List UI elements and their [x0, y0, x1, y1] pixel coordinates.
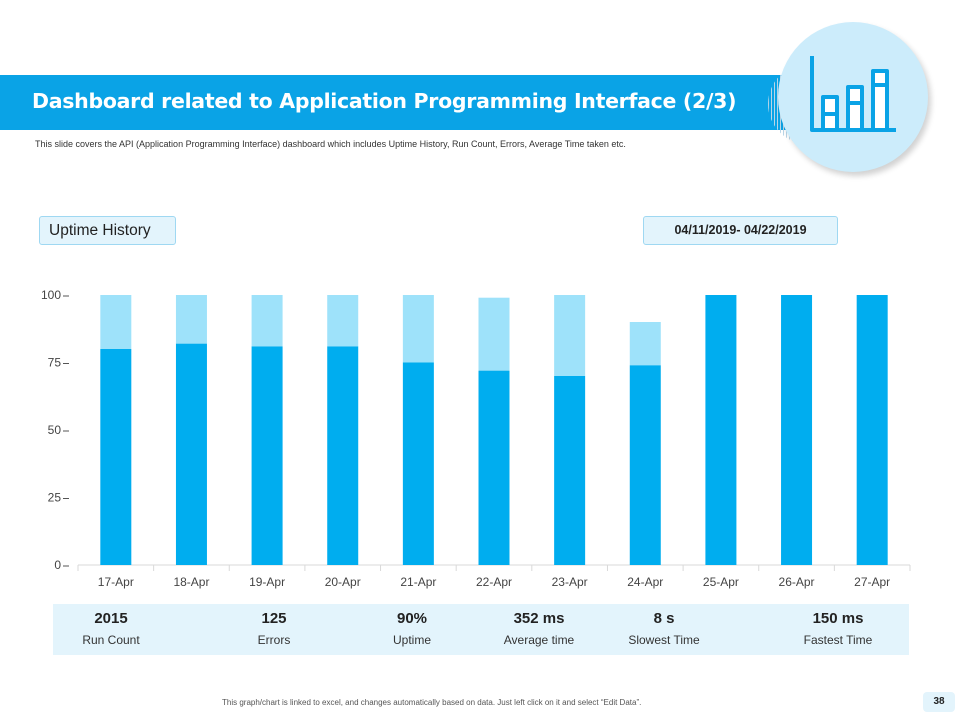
bar-series-1-20-Apr [327, 346, 359, 565]
stat-slowest-time: 8 s Slowest Time [594, 604, 734, 647]
page-title: Dashboard related to Application Program… [32, 89, 737, 113]
x-tick-label: 18-Apr [173, 575, 209, 589]
bar-series-1-23-Apr [554, 376, 586, 565]
bar-series-2-17-Apr [100, 295, 132, 349]
y-tick-label: 0 [54, 558, 61, 572]
page-subtitle: This slide covers the API (Application P… [35, 139, 626, 149]
x-tick-label: 20-Apr [325, 575, 361, 589]
stat-value: 352 ms [513, 610, 565, 627]
x-tick-label: 22-Apr [476, 575, 512, 589]
bar-series-1-17-Apr [100, 349, 132, 565]
bar-series-2-23-Apr [554, 295, 586, 376]
bar-series-2-19-Apr [251, 295, 283, 347]
bar-series-1-19-Apr [251, 346, 283, 565]
stats-strip: 2015 Run Count 125 Errors 90% Uptime 352… [53, 604, 909, 655]
stat-label: Run Count [82, 633, 140, 647]
bar-series-1-24-Apr [629, 365, 661, 565]
y-tick-label: 75 [48, 356, 62, 370]
bar-series-1-26-Apr [781, 295, 813, 565]
bar-series-2-18-Apr [175, 295, 207, 344]
bar-chart-icon [810, 56, 896, 132]
stat-value: 8 s [653, 610, 675, 627]
stat-label: Fastest Time [803, 633, 873, 647]
page-number: 38 [923, 692, 955, 712]
bar-series-2-20-Apr [327, 295, 359, 347]
bar-series-2-21-Apr [402, 295, 434, 363]
bar-series-1-18-Apr [175, 343, 207, 565]
bar-series-1-27-Apr [856, 295, 888, 565]
x-tick-label: 17-Apr [98, 575, 134, 589]
stat-label: Average time [503, 633, 575, 647]
x-tick-label: 23-Apr [552, 575, 588, 589]
bar-series-1-22-Apr [478, 370, 510, 565]
stat-label: Errors [257, 633, 291, 647]
footer-note: This graph/chart is linked to excel, and… [222, 698, 642, 707]
y-tick-label: 25 [48, 491, 62, 505]
stat-run-count: 2015 Run Count [41, 604, 181, 647]
uptime-bar-chart: 0 25 50 75 100 17-Apr 18-Apr 19-Apr 20-Apr 21-Apr… [41, 288, 911, 589]
title-bar [0, 75, 800, 130]
x-tick-label: 24-Apr [627, 575, 663, 589]
stat-label: Uptime [392, 633, 431, 647]
stat-value: 150 ms [812, 610, 864, 627]
bar-series-2-24-Apr [629, 322, 661, 366]
bar-series-1-25-Apr [705, 295, 737, 565]
x-tick-label: 27-Apr [854, 575, 890, 589]
bar-series-1-21-Apr [402, 362, 434, 565]
date-range-badge: 04/11/2019- 04/22/2019 [643, 216, 838, 245]
stat-value: 90% [396, 610, 428, 627]
stat-value: 2015 [94, 610, 128, 627]
stat-average-time: 352 ms Average time [469, 604, 609, 647]
x-tick-label: 25-Apr [703, 575, 739, 589]
stat-label: Slowest Time [628, 633, 700, 647]
stat-fastest-time: 150 ms Fastest Time [768, 604, 908, 647]
x-tick-label: 19-Apr [249, 575, 285, 589]
bar-series-2-22-Apr [478, 297, 510, 371]
x-tick-label: 26-Apr [779, 575, 815, 589]
y-tick-label: 100 [41, 288, 61, 302]
y-tick-label: 50 [48, 423, 62, 437]
stat-value: 125 [261, 610, 287, 627]
x-tick-label: 21-Apr [400, 575, 436, 589]
stat-errors: 125 Errors [204, 604, 344, 647]
stat-uptime: 90% Uptime [342, 604, 482, 647]
uptime-history-label: Uptime History [39, 216, 176, 245]
